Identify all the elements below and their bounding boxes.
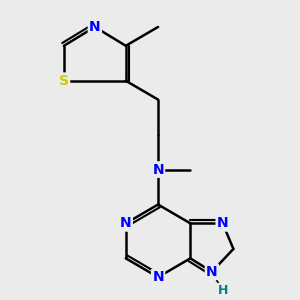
Text: N: N xyxy=(120,216,132,230)
Text: S: S xyxy=(59,74,69,88)
Text: N: N xyxy=(152,163,164,177)
Text: N: N xyxy=(89,20,101,34)
Text: N: N xyxy=(217,216,229,230)
Text: H: H xyxy=(218,284,228,297)
Text: N: N xyxy=(206,265,218,279)
Text: N: N xyxy=(152,270,164,284)
